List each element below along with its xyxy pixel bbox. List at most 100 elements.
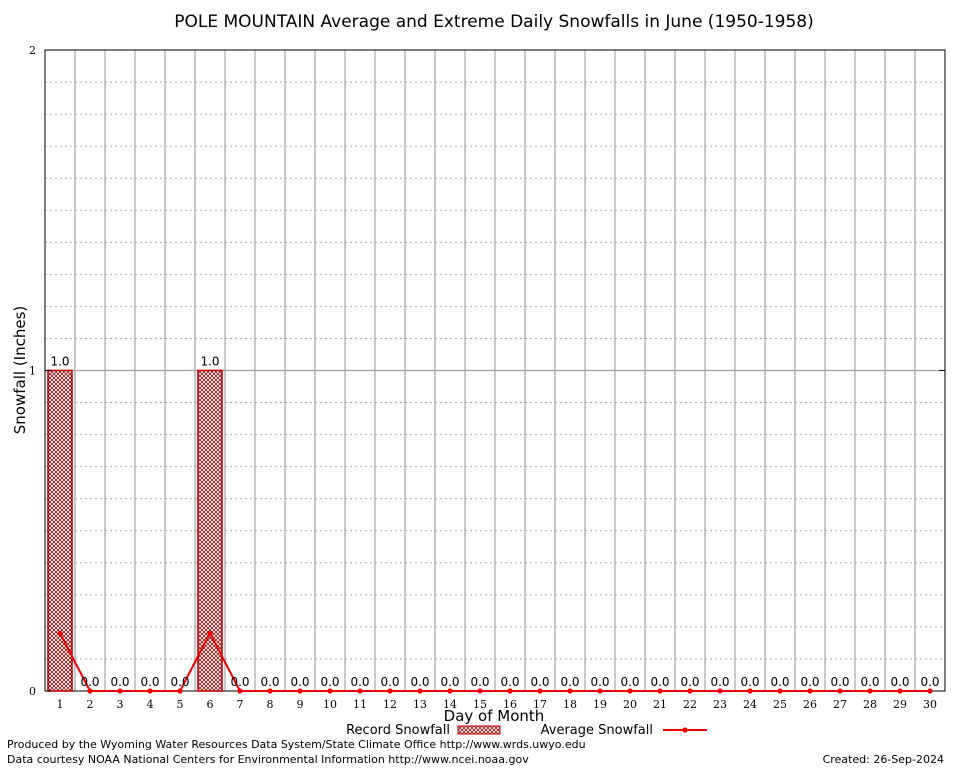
bar-value-label: 0.0 (920, 675, 939, 689)
record-bar-day-1 (47, 369, 73, 692)
x-tick-label: 25 (773, 698, 787, 711)
average-point-day-21 (657, 688, 663, 694)
x-tick-label: 10 (323, 698, 337, 711)
x-tick-label: 20 (623, 698, 637, 711)
average-line-path (59, 631, 930, 692)
bar-value-label: 0.0 (830, 675, 849, 689)
y-tick-label: 0 (29, 685, 36, 698)
average-point-day-2 (87, 688, 93, 694)
footer-source: Data courtesy NOAA National Centers for … (7, 753, 529, 766)
bar-value-label: 0.0 (410, 675, 429, 689)
legend-record-label: Record Snowfall (346, 723, 450, 738)
x-tick-label: 1 (57, 698, 64, 711)
bar-value-label: 0.0 (470, 675, 489, 689)
average-point-day-23 (717, 688, 723, 694)
average-point-day-5 (177, 688, 183, 694)
x-tick-label: 19 (593, 698, 607, 711)
record-bar-day-6 (197, 369, 223, 692)
x-tick-label: 16 (503, 698, 517, 711)
x-tick-label: 7 (237, 698, 244, 711)
bar-value-label: 1.0 (200, 355, 219, 369)
x-tick-label: 29 (893, 698, 907, 711)
x-tick-labels: 1 2 3 4 5 6 7 8 9 10 11 12 13 14 15 16 17 18 19 20 21 22 23 24 2… (57, 698, 938, 711)
bar-value-label: 0.0 (530, 675, 549, 689)
bar-value-label: 0.0 (290, 675, 309, 689)
chart-title: POLE MOUNTAIN Average and Extreme Daily … (174, 12, 814, 32)
average-point-day-20 (627, 688, 633, 694)
bar-value-label: 0.0 (80, 675, 99, 689)
average-point-day-9 (297, 688, 303, 694)
average-point-day-29 (897, 688, 903, 694)
footer-producer: Produced by the Wyoming Water Resources … (7, 738, 586, 751)
average-point-day-6 (207, 630, 213, 636)
average-point-day-26 (807, 688, 813, 694)
x-tick-label: 5 (177, 698, 184, 711)
average-point-day-14 (447, 688, 453, 694)
x-tick-label: 24 (743, 698, 757, 711)
bar-value-label: 0.0 (590, 675, 609, 689)
x-tick-label: 2 (87, 698, 94, 711)
average-point-day-10 (327, 688, 333, 694)
average-point-day-22 (687, 688, 693, 694)
x-tick-label: 23 (713, 698, 727, 711)
x-tick-label: 11 (353, 698, 367, 711)
average-point-day-25 (777, 688, 783, 694)
x-tick-label: 27 (833, 698, 847, 711)
y-tick-label: 1 (29, 365, 36, 378)
average-point-day-8 (267, 688, 273, 694)
bar-value-label: 0.0 (500, 675, 519, 689)
legend-average-label: Average Snowfall (541, 723, 653, 738)
footer-created: Created: 26-Sep-2024 (823, 753, 944, 766)
bar-value-label: 0.0 (110, 675, 129, 689)
bar-value-label: 0.0 (560, 675, 579, 689)
bar-value-label: 0.0 (890, 675, 909, 689)
x-tick-label: 12 (383, 698, 397, 711)
average-point-day-17 (537, 688, 543, 694)
x-tick-label: 28 (863, 698, 877, 711)
bar-value-label: 0.0 (650, 675, 669, 689)
bar-value-label: 0.0 (380, 675, 399, 689)
average-point-day-19 (597, 688, 603, 694)
bar-value-label: 0.0 (860, 675, 879, 689)
legend-record-swatch (457, 725, 501, 735)
average-point-day-28 (867, 688, 873, 694)
average-snowfall-line (57, 630, 933, 694)
grid (45, 50, 945, 691)
y-tick-labels: 0 1 2 (29, 44, 945, 698)
average-point-day-16 (507, 688, 513, 694)
x-axis-label: Day of Month (444, 707, 545, 725)
average-point-day-15 (477, 688, 483, 694)
average-point-day-27 (837, 688, 843, 694)
bar-value-label: 0.0 (320, 675, 339, 689)
x-tick-label: 3 (117, 698, 124, 711)
average-point-day-4 (147, 688, 153, 694)
legend-average-marker (682, 727, 688, 733)
bar-value-label: 0.0 (260, 675, 279, 689)
x-tick-label: 6 (207, 698, 214, 711)
legend: Record Snowfall Average Snowfall (346, 723, 707, 738)
bar-value-label: 0.0 (350, 675, 369, 689)
bar-value-label: 0.0 (800, 675, 819, 689)
bar-value-label: 0.0 (680, 675, 699, 689)
bar-value-label: 0.0 (140, 675, 159, 689)
bar-value-label: 0.0 (740, 675, 759, 689)
x-tick-label: 18 (563, 698, 577, 711)
average-point-day-11 (357, 688, 363, 694)
average-point-day-13 (417, 688, 423, 694)
bar-value-labels: 1.0 0.0 0.0 0.0 0.0 1.0 0.0 0.0 0.0 0.0 0.0 0.0 0.0 0… (50, 355, 939, 690)
bar-value-label: 0.0 (440, 675, 459, 689)
x-tick-label: 8 (267, 698, 274, 711)
bar-value-label: 0.0 (710, 675, 729, 689)
x-tick-label: 14 (443, 698, 457, 711)
record-snowfall-bars (47, 369, 223, 692)
x-tick-label: 30 (923, 698, 937, 711)
average-point-day-24 (747, 688, 753, 694)
bar-value-label: 0.0 (770, 675, 789, 689)
average-point-day-3 (117, 688, 123, 694)
bar-value-label: 0.0 (620, 675, 639, 689)
average-point-day-30 (927, 688, 933, 694)
y-tick-label: 2 (29, 44, 36, 57)
average-point-day-7 (237, 688, 243, 694)
x-tick-label: 17 (533, 698, 547, 711)
